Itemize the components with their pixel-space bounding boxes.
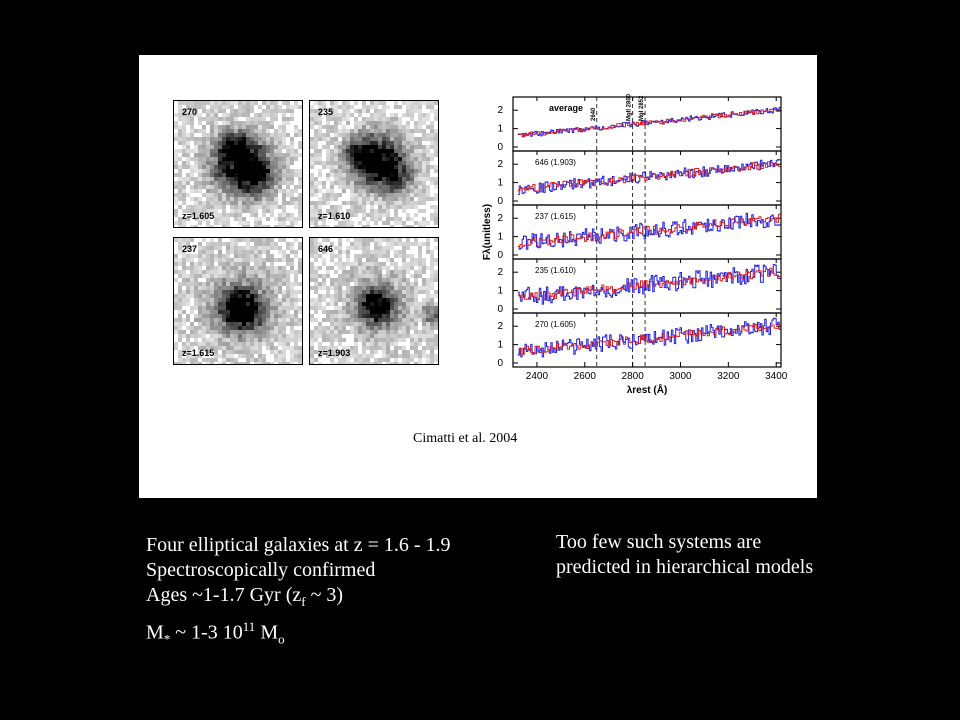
- x-tick-label: 3400: [765, 371, 788, 382]
- galaxy-thumbnail-235: 235 z=1.610: [309, 100, 439, 228]
- spectrum-series: [517, 161, 781, 192]
- spectrum-series: [517, 212, 781, 250]
- y-tick-label: 0: [497, 142, 503, 153]
- galaxy-image: [310, 101, 438, 227]
- caption-line-4: M* ~ 1-3 1011 Mo: [146, 619, 285, 647]
- caption-right: Too few such systems are predicted in hi…: [556, 530, 813, 580]
- galaxy-id: 235: [318, 107, 334, 117]
- caption-line-1: Four elliptical galaxies at z = 1.6 - 1.…: [146, 534, 451, 556]
- caption-line-2: Spectroscopically confirmed: [146, 559, 376, 581]
- y-tick-label: 0: [497, 250, 503, 261]
- y-tick-label: 0: [497, 358, 503, 369]
- panel-label: 646 (1.903): [535, 158, 576, 167]
- y-tick-label: 2: [497, 105, 503, 116]
- spectrum-series: [517, 317, 781, 358]
- x-tick-label: 2400: [526, 371, 549, 382]
- galaxy-redshift: z=1.903: [318, 348, 351, 358]
- citation: Cimatti et al. 2004: [413, 431, 518, 446]
- panel-label: average: [549, 103, 583, 113]
- y-tick-label: 2: [497, 159, 503, 170]
- y-tick-label: 1: [497, 124, 503, 135]
- x-tick-label: 3200: [717, 371, 740, 382]
- spectrum-series: [517, 264, 781, 305]
- y-tick-label: 1: [497, 232, 503, 243]
- spectrum-series: [517, 108, 781, 138]
- galaxy-id: 646: [318, 244, 334, 254]
- y-tick-label: 2: [497, 267, 503, 278]
- caption-right-line-1: Too few such systems are: [556, 531, 762, 553]
- galaxy-id: 237: [182, 244, 198, 254]
- galaxy-image: [174, 101, 302, 227]
- y-tick-label: 0: [497, 304, 503, 315]
- x-tick-label: 2600: [574, 371, 597, 382]
- galaxy-thumbnail-270: 270 z=1.605: [173, 100, 303, 228]
- y-tick-label: 0: [497, 196, 503, 207]
- spectrum-series: [517, 213, 781, 247]
- feature-label: 2640: [591, 107, 597, 121]
- y-tick-label: 1: [497, 286, 503, 297]
- panel-label: 270 (1.605): [535, 320, 576, 329]
- galaxy-id: 270: [182, 107, 198, 117]
- spectrum-series: [517, 323, 781, 355]
- y-tick-label: 1: [497, 178, 503, 189]
- x-axis-label: λrest (Å): [627, 383, 668, 396]
- y-tick-label: 2: [497, 213, 503, 224]
- spectrum-series: [517, 267, 781, 301]
- caption-left: Four elliptical galaxies at z = 1.6 - 1.…: [146, 533, 451, 652]
- galaxy-redshift: z=1.610: [318, 211, 351, 221]
- feature-label: MgII 2800: [627, 93, 633, 121]
- x-tick-label: 3000: [669, 371, 692, 382]
- galaxy-image: [174, 238, 302, 364]
- feature-label: MgI 2852: [639, 95, 645, 121]
- y-tick-label: 1: [497, 340, 503, 351]
- galaxy-redshift: z=1.615: [182, 348, 215, 358]
- galaxy-image: [310, 238, 438, 364]
- figure-panel: 270 z=1.605 235 z=1.610 237 z=1.615 646 …: [139, 55, 817, 498]
- caption-line-3: Ages ~1-1.7 Gyr (zf ~ 3): [146, 584, 344, 609]
- spectrum-panel: [512, 312, 782, 368]
- caption-right-line-2: predicted in hierarchical models: [556, 556, 814, 578]
- y-axis-label: Fλ(unitless): [482, 204, 493, 260]
- spectra-chart: 0 1 2 average 0 1 2 646 (1.903) 0 1 2 237 (1.615) 0 1…: [482, 93, 788, 396]
- panel-label: 237 (1.615): [535, 212, 576, 221]
- y-tick-label: 2: [497, 321, 503, 332]
- galaxy-thumbnail-646: 646 z=1.903: [309, 237, 439, 365]
- galaxy-thumbnail-237: 237 z=1.615: [173, 237, 303, 365]
- galaxy-redshift: z=1.605: [182, 211, 215, 221]
- panel-label: 235 (1.610): [535, 266, 576, 275]
- x-tick-label: 2800: [622, 371, 645, 382]
